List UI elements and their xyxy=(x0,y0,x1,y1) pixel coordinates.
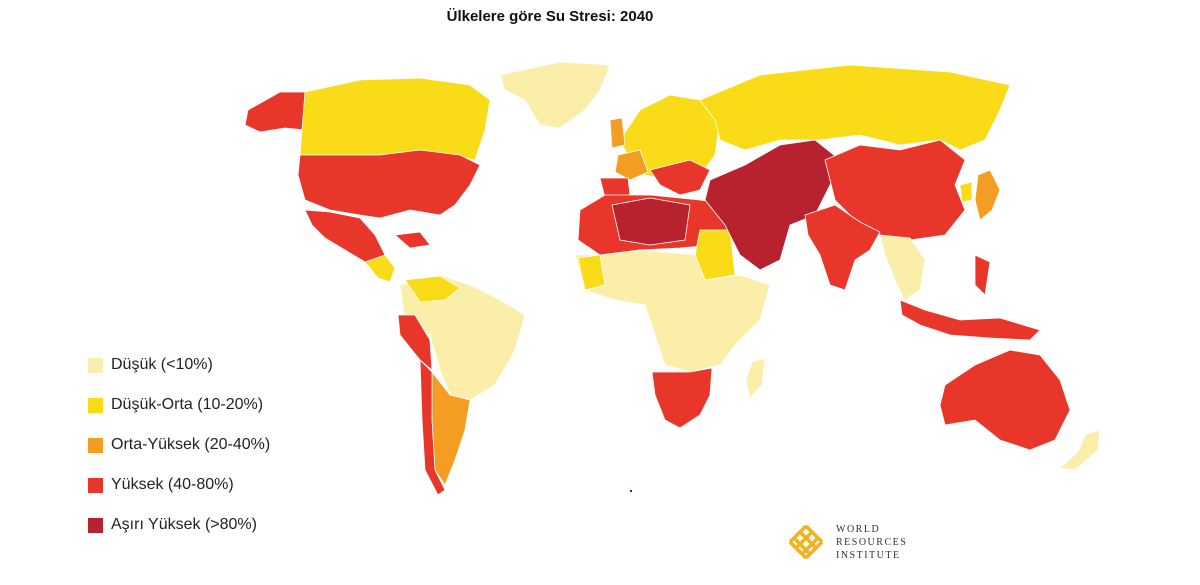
region-middle-east xyxy=(704,139,841,271)
region-southeast-asia xyxy=(879,234,926,301)
legend-swatch xyxy=(88,357,103,373)
region-venezuela xyxy=(404,275,461,303)
region-usa xyxy=(297,149,481,219)
legend-label: Orta-Yüksek (20-40%) xyxy=(111,436,271,453)
region-greenland xyxy=(499,61,611,129)
logo-knot-strand xyxy=(804,524,824,544)
wri-logo: WORLD RESOURCES INSTITUTE xyxy=(786,522,907,562)
legend-item-high: Yüksek (40-80%) xyxy=(88,465,270,505)
logo-line-3: INSTITUTE xyxy=(836,549,901,561)
region-india xyxy=(804,204,881,291)
logo-knot-strand xyxy=(800,536,820,556)
marker-dot xyxy=(630,490,632,492)
legend-label: Aşırı Yüksek (>80%) xyxy=(111,516,257,533)
legend-item-low: Düşük (<10%) xyxy=(88,345,270,385)
region-australia xyxy=(939,349,1071,451)
region-madagascar xyxy=(745,357,766,399)
region-caribbean xyxy=(394,231,431,249)
region-mexico xyxy=(304,209,386,266)
logo-line-1: WORLD xyxy=(836,523,881,535)
legend: Düşük (<10%) Düşük-Orta (10-20%) Orta-Yü… xyxy=(88,345,270,545)
legend-item-medium-high: Orta-Yüksek (20-40%) xyxy=(88,425,270,465)
region-central-america xyxy=(364,254,396,283)
region-france xyxy=(614,149,649,181)
legend-item-low-medium: Düşük-Orta (10-20%) xyxy=(88,385,270,425)
region-algeria-libya xyxy=(611,197,691,246)
region-china xyxy=(824,139,966,241)
region-alaska xyxy=(244,91,311,133)
legend-label: Düşük-Orta (10-20%) xyxy=(111,396,264,413)
map-title: Ülkelere göre Su Stresi: 2040 xyxy=(446,8,654,25)
region-canada xyxy=(299,77,491,161)
logo-knot-strand xyxy=(798,530,818,550)
logo-line-2: RESOURCES xyxy=(836,536,908,548)
region-japan xyxy=(974,169,1001,221)
region-russia xyxy=(699,64,1011,151)
legend-swatch xyxy=(88,477,103,493)
logo-knot-strand xyxy=(788,524,808,544)
region-chile xyxy=(419,359,446,496)
logo-knot-strand xyxy=(804,540,824,560)
wri-knot-icon xyxy=(788,524,824,560)
region-indonesia xyxy=(899,299,1041,341)
legend-swatch xyxy=(88,517,103,533)
logo-knot-strand xyxy=(788,540,808,560)
region-uk xyxy=(609,117,626,149)
legend-label: Düşük (<10%) xyxy=(111,356,213,373)
region-new-zealand xyxy=(1059,429,1101,471)
region-west-africa xyxy=(577,254,606,291)
logo-knot-strand xyxy=(794,530,814,550)
region-korea xyxy=(959,181,973,203)
region-peru xyxy=(397,314,433,371)
region-southern-africa xyxy=(651,367,713,429)
legend-swatch xyxy=(88,437,103,453)
logo-knot-strand xyxy=(792,536,812,556)
region-brazil-north xyxy=(399,274,526,401)
legend-swatch xyxy=(88,397,103,413)
region-central-africa xyxy=(574,249,771,373)
legend-item-extremely-high: Aşırı Yüksek (>80%) xyxy=(88,505,270,545)
legend-label: Yüksek (40-80%) xyxy=(111,476,234,493)
region-philippines xyxy=(974,254,991,296)
region-italy-balkans xyxy=(649,159,711,196)
